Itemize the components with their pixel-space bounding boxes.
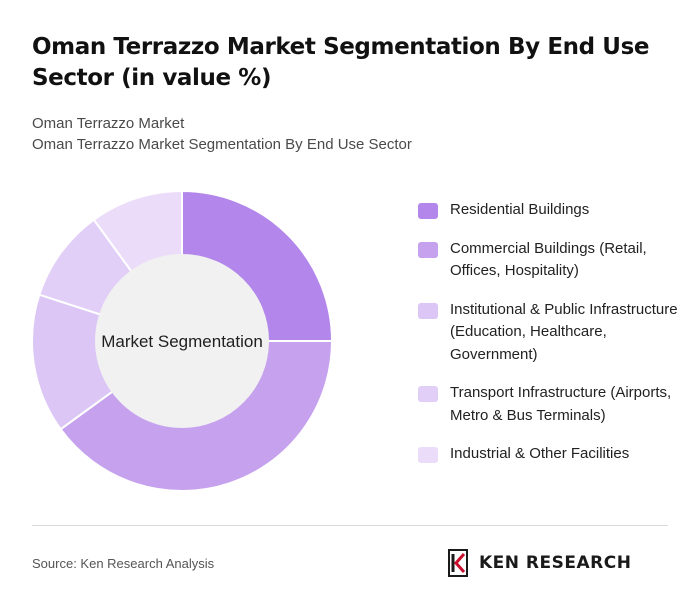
ken-research-logo: KEN RESEARCH (447, 549, 631, 577)
legend-item: Commercial Buildings (Retail, Offices, H… (418, 238, 678, 283)
chart-title: Oman Terrazzo Market Segmentation By End… (32, 34, 650, 91)
chart-subtitle-segmentation: Oman Terrazzo Market Segmentation By End… (32, 136, 412, 153)
logo-text: KEN RESEARCH (479, 553, 632, 573)
donut-hole (95, 254, 269, 428)
legend-label: Institutional & Public Infrastructure (E… (450, 300, 678, 363)
ken-research-logo-icon (448, 549, 468, 577)
legend-item: Residential Buildings (418, 199, 678, 222)
chart-legend: Residential Buildings Commercial Building… (418, 199, 678, 482)
donut-chart: Market Segmentation (31, 189, 334, 492)
legend-item: Industrial & Other Facilities (418, 443, 678, 466)
legend-swatch (418, 241, 438, 258)
legend-swatch (418, 302, 438, 319)
chart-subtitle-market: Oman Terrazzo Market (32, 115, 185, 132)
donut-center-label: Market Segmentation (101, 332, 263, 351)
legend-swatch (418, 386, 438, 402)
legend-item: Institutional & Public Infrastructure (E… (418, 299, 678, 367)
footer-divider (32, 525, 668, 526)
legend-label: Industrial & Other Facilities (450, 445, 630, 462)
legend-swatch (418, 447, 438, 463)
legend-label: Commercial Buildings (Retail, Offices, H… (450, 239, 647, 280)
source-note: Source: Ken Research Analysis (32, 556, 215, 571)
legend-label: Transport Infrastructure (Airports, Metr… (450, 384, 672, 424)
legend-item: Transport Infrastructure (Airports, Metr… (418, 382, 678, 427)
legend-label: Residential Buildings (450, 201, 590, 218)
legend-swatch (418, 203, 438, 219)
